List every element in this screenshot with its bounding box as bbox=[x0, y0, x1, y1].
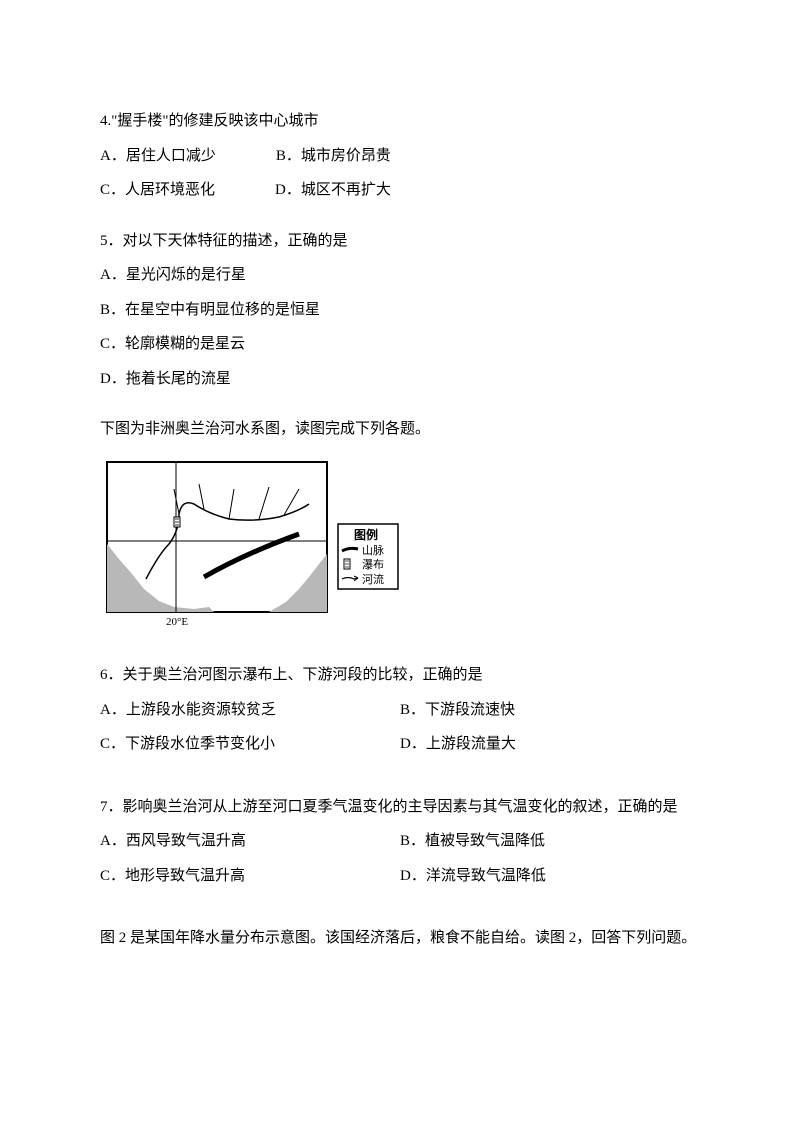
map-lon-label: 20°E bbox=[166, 616, 188, 628]
question-5-options: A．星光闪烁的是行星 B．在星空中有明显位移的是恒星 C．轮廓模糊的是星云 D．… bbox=[100, 264, 700, 390]
question-6: 6．关于奥兰治河图示瀑布上、下游河段的比较，正确的是 A．上游段水能资源较贫乏 … bbox=[100, 664, 700, 768]
river-map: 30°S 20°E 图例 山脉 瀑布 河流 bbox=[104, 459, 700, 637]
q4-option-c: C．人居环境恶化 bbox=[100, 179, 215, 202]
q7-option-a: A．西风导致气温升高 bbox=[100, 830, 400, 853]
question-5: 5．对以下天体特征的描述，正确的是 A．星光闪烁的是行星 B．在星空中有明显位移… bbox=[100, 230, 700, 391]
q6-option-a: A．上游段水能资源较贫乏 bbox=[100, 699, 400, 722]
q7-option-b: B．植被导致气温降低 bbox=[400, 830, 700, 853]
q5-option-c: C．轮廓模糊的是星云 bbox=[100, 333, 700, 356]
q5-option-a: A．星光闪烁的是行星 bbox=[100, 264, 700, 287]
q4-option-a: A．居住人口减少 bbox=[100, 145, 216, 168]
map-svg: 30°S 20°E 图例 山脉 瀑布 河流 bbox=[104, 459, 404, 629]
question-4-options-row2: C．人居环境恶化 D．城区不再扩大 bbox=[100, 179, 700, 202]
question-6-options: A．上游段水能资源较贫乏 B．下游段流速快 C．下游段水位季节变化小 D．上游段… bbox=[100, 699, 700, 768]
legend-title: 图例 bbox=[354, 527, 378, 542]
q4-option-d: D．城区不再扩大 bbox=[275, 179, 391, 202]
question-4-options-row1: A．居住人口减少 B．城市房价昂贵 bbox=[100, 145, 700, 168]
q5-option-b: B．在星空中有明显位移的是恒星 bbox=[100, 299, 700, 322]
question-4-text: 4."握手楼"的修建反映该中心城市 bbox=[100, 110, 700, 133]
question-6-text: 6．关于奥兰治河图示瀑布上、下游河段的比较，正确的是 bbox=[100, 664, 700, 687]
q6-option-b: B．下游段流速快 bbox=[400, 699, 700, 722]
figure2-intro: 图 2 是某国年降水量分布示意图。该国经济落后，粮食不能自给。读图 2，回答下列… bbox=[100, 927, 700, 950]
q7-option-c: C．地形导致气温升高 bbox=[100, 865, 400, 888]
question-5-text: 5．对以下天体特征的描述，正确的是 bbox=[100, 230, 700, 253]
question-7-options: A．西风导致气温升高 B．植被导致气温降低 C．地形导致气温升高 D．洋流导致气… bbox=[100, 830, 700, 899]
q4-option-b: B．城市房价昂贵 bbox=[276, 145, 391, 168]
map-intro: 下图为非洲奥兰治河水系图，读图完成下列各题。 bbox=[100, 418, 700, 441]
q7-option-d: D．洋流导致气温降低 bbox=[400, 865, 700, 888]
legend-river-label: 河流 bbox=[362, 572, 384, 586]
question-7-text: 7．影响奥兰治河从上游至河口夏季气温变化的主导因素与其气温变化的叙述，正确的是 bbox=[100, 796, 700, 819]
q6-option-d: D．上游段流量大 bbox=[400, 733, 700, 756]
q6-option-c: C．下游段水位季节变化小 bbox=[100, 733, 400, 756]
question-7: 7．影响奥兰治河从上游至河口夏季气温变化的主导因素与其气温变化的叙述，正确的是 … bbox=[100, 796, 700, 900]
question-4: 4."握手楼"的修建反映该中心城市 A．居住人口减少 B．城市房价昂贵 C．人居… bbox=[100, 110, 700, 202]
legend-mountain-label: 山脉 bbox=[362, 543, 384, 557]
legend-waterfall-label: 瀑布 bbox=[362, 558, 384, 571]
q5-option-d: D．拖着长尾的流星 bbox=[100, 368, 700, 391]
